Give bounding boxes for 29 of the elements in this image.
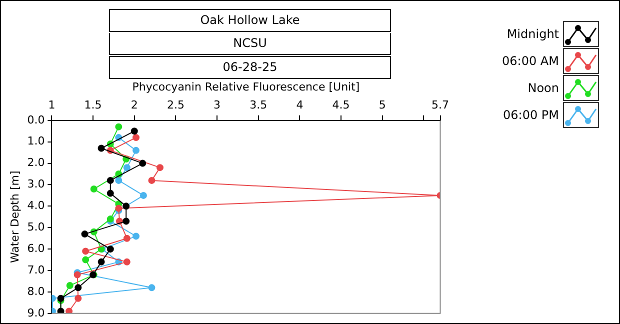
y-tick-label: 0.0 xyxy=(27,113,45,126)
y-tick-label: 4.0 xyxy=(27,199,45,212)
legend-label: Midnight xyxy=(506,27,559,41)
y-tick-label: 8.0 xyxy=(27,284,45,298)
text: 06-28-25 xyxy=(109,56,391,79)
x-tick-label: 2.5 xyxy=(166,98,184,112)
y-tick-label: 5.0 xyxy=(27,220,45,234)
y-tick-label: 2.0 xyxy=(27,156,45,170)
y-tick-label: 7.0 xyxy=(27,263,45,276)
y-axis-title: Water Depth [m] xyxy=(8,170,22,264)
y-tick-label: 1.0 xyxy=(27,134,45,148)
legend-label: 06:00 AM xyxy=(502,54,559,68)
legend-label: 06:00 PM xyxy=(503,108,559,122)
x-tick-label: 4.5 xyxy=(332,98,350,112)
x-tick-label: 1.5 xyxy=(84,98,102,112)
y-tick-label: 6.0 xyxy=(27,242,45,255)
legend-label: Noon xyxy=(528,81,559,95)
x-axis-title: Phycocyanin Relative Fluorescence [Unit] xyxy=(132,80,360,94)
x-tick-label: 5 xyxy=(378,98,386,112)
x-tick-label: 3 xyxy=(214,98,221,112)
y-tick-label: 9.0 xyxy=(27,306,45,320)
x-tick-label: 1 xyxy=(48,98,56,112)
y-tick-label: 3.0 xyxy=(27,178,45,191)
x-tick-label: 3.5 xyxy=(250,98,268,112)
chart-title: Oak Hollow Lake xyxy=(109,9,391,32)
x-tick-label: 5.7 xyxy=(432,98,450,112)
chart-subtitle: NCSU xyxy=(109,33,391,55)
x-tick-label: 2 xyxy=(130,98,138,112)
x-tick-label: 4 xyxy=(296,98,304,112)
